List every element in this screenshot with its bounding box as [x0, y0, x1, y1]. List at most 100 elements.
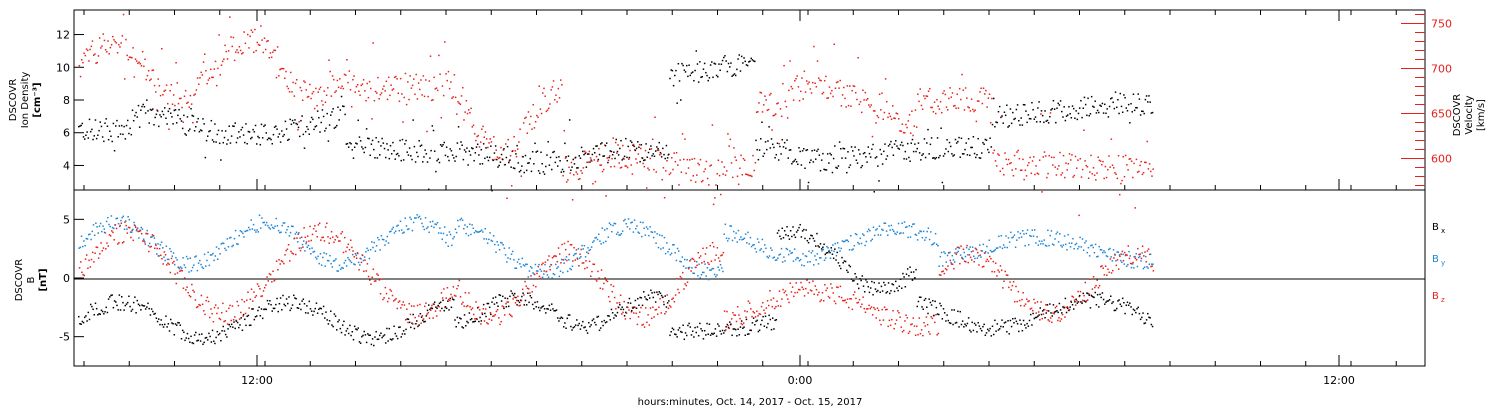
velocity-point: [153, 84, 156, 87]
velocity-point: [319, 86, 322, 89]
density-point: [1038, 101, 1040, 103]
bx-point: [1002, 326, 1004, 328]
by-point: [296, 241, 299, 243]
density-point: [1055, 121, 1057, 124]
by-point: [588, 249, 590, 252]
velocity-point: [674, 160, 677, 163]
bx-point: [615, 315, 617, 317]
by-point: [182, 257, 184, 259]
density-point: [426, 161, 429, 163]
bz-point: [167, 262, 169, 265]
density-point: [700, 76, 702, 79]
velocity-point: [294, 82, 297, 85]
density-point: [705, 71, 707, 74]
bx-point: [368, 334, 370, 336]
density-point: [309, 121, 312, 123]
top-left-tick-label: 4: [63, 159, 70, 172]
bx-point: [1105, 301, 1107, 304]
by-point: [674, 251, 676, 254]
bx-point: [965, 324, 967, 327]
velocity-point: [878, 93, 881, 96]
density-point: [904, 150, 907, 153]
by-point: [605, 240, 607, 243]
bz-point: [315, 230, 317, 232]
density-point: [168, 107, 171, 110]
by-point: [404, 217, 406, 219]
velocity-point: [242, 52, 244, 54]
velocity-point: [617, 144, 619, 146]
bz-point: [429, 309, 432, 311]
velocity-point: [421, 94, 423, 96]
density-point: [367, 137, 369, 140]
density-point: [184, 133, 186, 135]
density-point: [236, 137, 239, 139]
velocity-point: [456, 113, 458, 115]
by-point: [286, 229, 288, 231]
density-point: [709, 64, 712, 66]
density-point: [782, 146, 785, 148]
velocity-point: [710, 164, 712, 166]
density-point: [728, 66, 731, 68]
density-point: [257, 135, 259, 138]
by-point: [807, 261, 809, 263]
velocity-point: [422, 75, 425, 77]
density-point: [614, 157, 616, 160]
velocity-point: [313, 107, 316, 110]
density-point: [529, 157, 531, 160]
by-point: [314, 256, 317, 259]
density-point: [433, 150, 436, 152]
density-point: [584, 152, 586, 155]
velocity-point: [150, 78, 152, 80]
bz-point: [90, 258, 93, 261]
bx-point: [869, 287, 872, 289]
bz-point: [910, 323, 912, 326]
density-point: [361, 146, 363, 148]
density-point: [253, 131, 256, 133]
density-point: [813, 149, 816, 151]
velocity-point: [887, 116, 889, 119]
by-point: [359, 264, 361, 266]
velocity-point: [447, 70, 450, 73]
bx-point: [183, 331, 185, 334]
bx-point: [214, 342, 216, 345]
bx-point: [388, 327, 391, 330]
density-point: [470, 147, 473, 149]
bz-point: [891, 318, 893, 321]
bx-point: [1119, 303, 1122, 306]
velocity-point: [616, 152, 618, 154]
velocity-point: [1038, 159, 1041, 161]
bz-point: [1027, 300, 1029, 303]
bz-point: [484, 308, 487, 310]
bz-point: [1077, 290, 1079, 293]
by-point: [914, 233, 917, 236]
velocity-point: [1050, 156, 1053, 159]
density-point: [697, 81, 700, 83]
bz-point: [789, 282, 791, 284]
by-point: [369, 248, 372, 251]
density-point: [972, 135, 975, 138]
bz-point: [142, 240, 144, 242]
bx-point: [892, 283, 895, 286]
bz-point: [670, 306, 672, 308]
by-point: [675, 259, 678, 262]
velocity-point: [874, 110, 876, 112]
density-point: [1101, 102, 1104, 105]
by-point: [495, 251, 497, 253]
by-point: [136, 227, 139, 229]
density-point: [918, 152, 921, 154]
by-point: [294, 233, 297, 235]
by-point: [916, 239, 919, 241]
bx-point: [427, 304, 430, 306]
bz-point: [224, 320, 227, 322]
velocity-point: [317, 91, 319, 93]
bx-point: [834, 248, 836, 250]
density-point: [105, 118, 107, 120]
by-point: [1134, 255, 1136, 258]
by-point: [560, 258, 563, 261]
density-point: [793, 160, 795, 162]
velocity-point: [252, 51, 255, 53]
bx-point: [365, 341, 368, 344]
bz-point: [96, 246, 99, 249]
by-point: [84, 244, 86, 247]
bz-point: [538, 275, 541, 278]
